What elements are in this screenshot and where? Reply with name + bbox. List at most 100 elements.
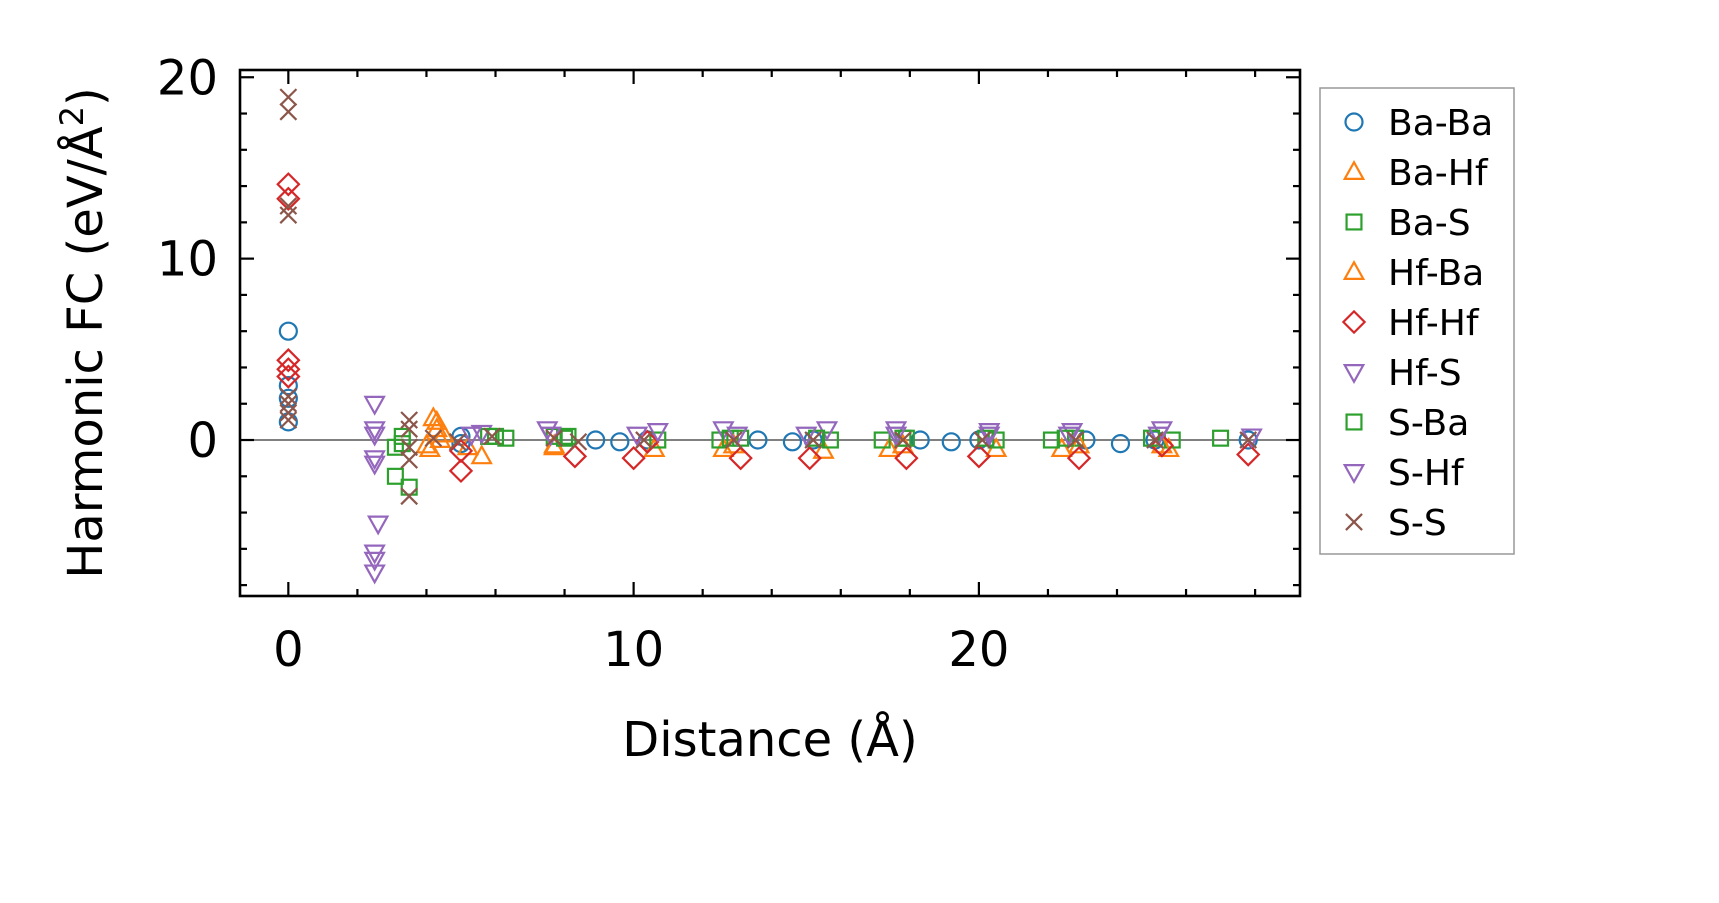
data-point-hf-hf (448, 458, 474, 484)
legend: Ba-Ba Ba-Hf Ba-S Hf-Ba Hf-Hf Hf-S S-Ba S-Hf S-S (1319, 87, 1515, 555)
data-point-hf-hf (276, 172, 301, 197)
legend-marker-hf-hf (1341, 309, 1367, 335)
data-point-ba-s (873, 431, 891, 449)
legend-label-s-ba: S-Ba (1388, 403, 1469, 444)
data-point-s-s (279, 411, 298, 429)
series-s-s (279, 88, 1258, 506)
data-point-hf-s (363, 551, 386, 572)
data-point-hf-hf (562, 444, 588, 469)
data-point-hf-ba (1067, 433, 1091, 454)
data-point-s-s (279, 206, 298, 224)
data-point-hf-s (363, 421, 386, 442)
legend-label-hf-hf: Hf-Hf (1388, 303, 1480, 344)
data-point-ba-ba (1238, 430, 1258, 450)
y-axis-label-superscript: 2 (53, 106, 91, 126)
y-axis-label-close: ) (58, 87, 114, 106)
x-axis-label: Distance (Å) (622, 711, 917, 768)
data-point-s-ba (556, 429, 574, 447)
data-point-ba-s (386, 467, 404, 485)
data-point-s-s (400, 438, 419, 457)
plot-area-frame (238, 68, 1302, 598)
data-point-ba-ba (451, 434, 471, 454)
data-point-hf-hf (966, 444, 992, 469)
data-point-s-s (448, 432, 467, 451)
data-point-s-s (804, 431, 823, 449)
data-point-s-s (483, 427, 501, 446)
data-point-s-s (400, 487, 419, 506)
data-point-ba-s (559, 427, 577, 445)
legend-label-ba-s: Ba-S (1388, 203, 1471, 244)
legend-marker-s-hf (1342, 464, 1366, 485)
data-point-s-s (400, 451, 419, 469)
data-point-hf-s (363, 395, 386, 416)
data-point-ba-ba (586, 430, 606, 450)
data-point-ba-ba (1110, 434, 1131, 454)
legend-label-hf-ba: Hf-Ba (1388, 253, 1484, 294)
legend-label-ba-ba: Ba-Ba (1388, 103, 1493, 144)
data-point-hf-hf (797, 445, 822, 471)
data-point-hf-hf (894, 445, 919, 471)
data-point-hf-s (646, 423, 669, 443)
data-point-s-s (545, 429, 564, 448)
series-ba-s (386, 427, 1230, 496)
y-axis-label: Harmonic FC (eV/Å2) (53, 87, 114, 579)
data-point-s-s (279, 88, 298, 107)
legend-label-ba-hf: Ba-Hf (1388, 153, 1489, 194)
data-point-ba-ba (910, 430, 930, 450)
data-point-s-s (400, 411, 419, 429)
y-tick-label: 10 (157, 232, 218, 288)
data-point-ba-s (1212, 429, 1230, 447)
legend-marker-hf-ba (1342, 259, 1366, 280)
data-point-s-s (279, 403, 298, 422)
data-point-ba-s (649, 431, 667, 449)
data-point-s-hf (726, 426, 749, 447)
data-point-s-s (569, 432, 588, 451)
data-point-ba-s (400, 478, 418, 496)
data-point-s-s (279, 394, 298, 413)
y-axis-label-main: Harmonic FC (eV/Å (57, 126, 114, 579)
legend-marker-s-ba (1345, 413, 1363, 431)
data-point-s-hf (363, 450, 386, 471)
data-point-ba-ba (278, 376, 298, 396)
data-point-s-s (973, 431, 992, 449)
data-point-ba-ba (748, 430, 768, 450)
legend-marker-ba-s (1345, 213, 1363, 231)
data-marks-layer (240, 88, 1300, 585)
data-point-ba-ba (610, 432, 630, 452)
data-point-s-hf (1057, 426, 1080, 447)
legend-marker-s-s (1345, 513, 1363, 531)
data-point-s-s (279, 387, 298, 406)
data-point-s-s (894, 431, 912, 449)
y-tick-label: 0 (187, 413, 218, 469)
data-point-hf-ba (425, 409, 448, 430)
data-point-hf-hf (276, 186, 301, 211)
data-point-hf-hf (276, 357, 301, 382)
data-point-s-s (724, 431, 743, 449)
data-point-ba-ba (941, 432, 961, 452)
data-point-s-s (279, 197, 298, 215)
data-point-hf-hf (1149, 433, 1175, 458)
axes-layer: 0 10 20 0 10 20 (157, 50, 1302, 678)
data-point-hf-ba (415, 433, 438, 454)
data-point-ba-s (497, 429, 515, 447)
data-point-hf-hf (621, 445, 646, 471)
data-point-hf-hf (728, 445, 753, 471)
data-point-s-hf (795, 426, 818, 447)
legend-label-s-hf: S-Hf (1388, 453, 1465, 494)
data-point-ba-ba (782, 432, 803, 452)
data-point-s-hf (625, 426, 649, 447)
data-point-s-hf (460, 426, 483, 447)
data-point-hf-hf (276, 348, 301, 373)
data-point-ba-ba (278, 412, 298, 432)
data-point-hf-hf (1236, 442, 1261, 467)
data-point-ba-hf (418, 437, 442, 458)
legend-label-s-s: S-S (1388, 503, 1447, 544)
data-point-s-hf (884, 426, 908, 447)
y-tick-label: 20 (157, 50, 218, 106)
data-point-ba-ba (278, 321, 298, 341)
data-point-s-hf (1147, 426, 1170, 447)
data-point-s-s (279, 102, 298, 121)
data-point-ba-hf (812, 438, 835, 459)
